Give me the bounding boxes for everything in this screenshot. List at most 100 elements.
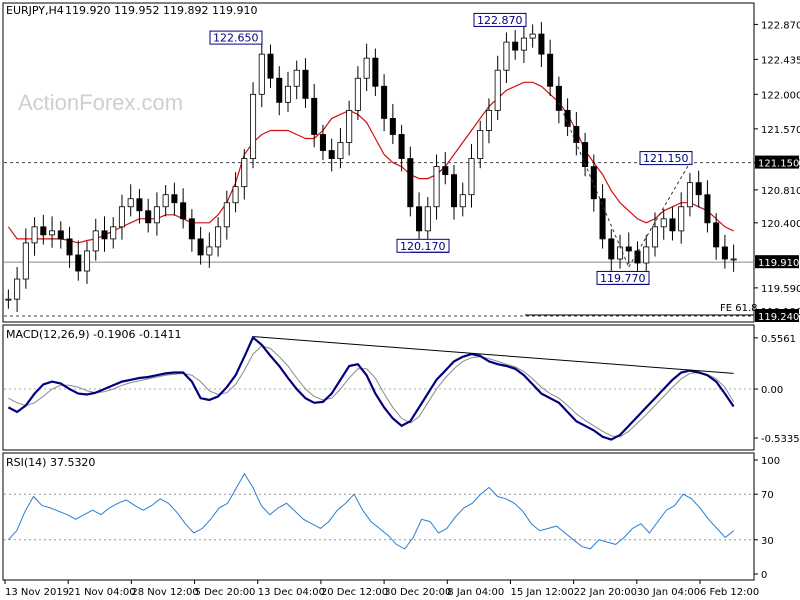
- candle-body: [416, 206, 423, 232]
- candle-body: [520, 37, 527, 51]
- candle-body: [617, 246, 624, 260]
- rsi-label: RSI(14) 37.5320: [6, 456, 95, 469]
- candle-body: [136, 198, 143, 212]
- annotation-label: 122.650: [213, 32, 259, 45]
- candle-body: [319, 134, 326, 151]
- annotation-label: 122.870: [477, 14, 523, 27]
- candle-body: [83, 250, 91, 272]
- candle-body: [582, 142, 589, 167]
- ma-path: [7, 81, 734, 244]
- candle-body: [346, 109, 353, 143]
- macd-signal-line: [8, 345, 735, 438]
- candles: [5, 22, 737, 312]
- price-tag-label: 119.910: [758, 258, 799, 269]
- candle-body: [311, 97, 318, 135]
- candle-body: [258, 53, 265, 95]
- rsi-tick-label: 70: [761, 490, 774, 501]
- price-axis: 122.870 122.435 122.000 121.570 121.150 120.8…: [754, 20, 800, 323]
- candle-body: [459, 194, 466, 208]
- annotation-box: [209, 30, 263, 45]
- candle-body: [389, 118, 396, 135]
- candle-body: [494, 69, 501, 111]
- time-tick-label: 6 Feb 12:00: [700, 587, 759, 598]
- candle-body: [92, 230, 99, 252]
- candle-body: [512, 41, 519, 51]
- candle-body: [363, 57, 370, 79]
- candle-body: [276, 77, 283, 103]
- candle-body: [215, 226, 222, 248]
- candle-body: [599, 198, 606, 240]
- candle-body: [232, 186, 239, 204]
- candle-body: [40, 226, 47, 236]
- candle-body: [477, 130, 484, 159]
- time-tick-label: 15 Jan 12:00: [510, 587, 573, 598]
- price-tick-label: 119.590: [761, 284, 800, 295]
- candle-body: [241, 158, 248, 188]
- time-tick-label: 13 Dec 04:00: [258, 587, 325, 598]
- price-symbol-label: EURJPY,H4: [6, 4, 64, 17]
- projection-line-b: [628, 162, 691, 268]
- rsi-axis: 100 70 30 0: [754, 456, 780, 581]
- time-tick-label: 30 Dec 20:00: [384, 587, 451, 598]
- watermark: ActionForex.com: [18, 90, 183, 115]
- candle-body: [162, 194, 169, 208]
- macd-lines: [4, 335, 754, 441]
- candle-body: [206, 246, 213, 256]
- candle-body: [643, 246, 650, 264]
- price-tag-bg: [755, 309, 799, 322]
- candle-body: [101, 230, 108, 240]
- candle-body: [49, 230, 56, 236]
- rsi-tick-label: 30: [761, 536, 774, 547]
- candle-body: [695, 182, 702, 196]
- candle-body: [66, 238, 73, 256]
- time-tick-label: 30 Jan 04:00: [637, 587, 700, 598]
- candle-body: [590, 166, 597, 200]
- candle-body: [354, 77, 361, 111]
- candle-body: [555, 85, 562, 111]
- macd-tick-label: -0.5335: [761, 434, 800, 445]
- annotation-box: [473, 12, 527, 27]
- macd-label: MACD(12,26,9) -0.1906 -0.1411: [6, 328, 181, 341]
- candle-body: [293, 69, 300, 87]
- time-tick-label: 5 Dec 20:00: [195, 587, 256, 598]
- candle-body: [424, 206, 431, 232]
- candle-body: [180, 202, 187, 220]
- time-tick-label: 22 Jan 20:00: [574, 587, 637, 598]
- candle-body: [625, 246, 632, 252]
- macd-tick-label: 0.00: [761, 385, 783, 396]
- candle-body: [110, 226, 117, 240]
- candle-body: [57, 230, 64, 240]
- candle-body: [442, 166, 449, 176]
- candle-body: [713, 222, 720, 248]
- candle-body: [721, 246, 728, 260]
- candle-body: [433, 166, 440, 208]
- candle-body: [284, 85, 292, 103]
- price-annotations: 122.650 122.870 120.170 121.150 119.770 FE 61…: [209, 12, 758, 314]
- candle-body: [223, 202, 230, 228]
- price-tick-label: 122.435: [761, 55, 800, 66]
- fib-label: FE 61.8: [720, 303, 758, 314]
- candle-body: [145, 210, 152, 224]
- candle-body: [153, 206, 160, 224]
- candle-body: [608, 238, 615, 260]
- candle-body: [75, 254, 82, 272]
- candle-body: [188, 218, 195, 240]
- annotation-label: 121.150: [643, 152, 689, 165]
- candle-body: [634, 250, 641, 264]
- rsi-tick-label: 100: [761, 456, 780, 467]
- candle-body: [686, 182, 693, 208]
- time-tick-label: 13 Nov 2019: [5, 587, 69, 598]
- candle-body: [127, 198, 134, 208]
- price-tag-bg: [755, 255, 799, 269]
- time-tick-label: 28 Nov 12:00: [131, 587, 198, 598]
- candle-body: [407, 158, 414, 208]
- candle-body: [669, 218, 676, 232]
- candle-body: [381, 85, 388, 119]
- candle-body: [197, 238, 204, 256]
- candle-body: [372, 57, 379, 87]
- rsi-line: [4, 472, 754, 550]
- candle-body: [730, 258, 737, 261]
- annotation-label: 119.770: [600, 272, 646, 285]
